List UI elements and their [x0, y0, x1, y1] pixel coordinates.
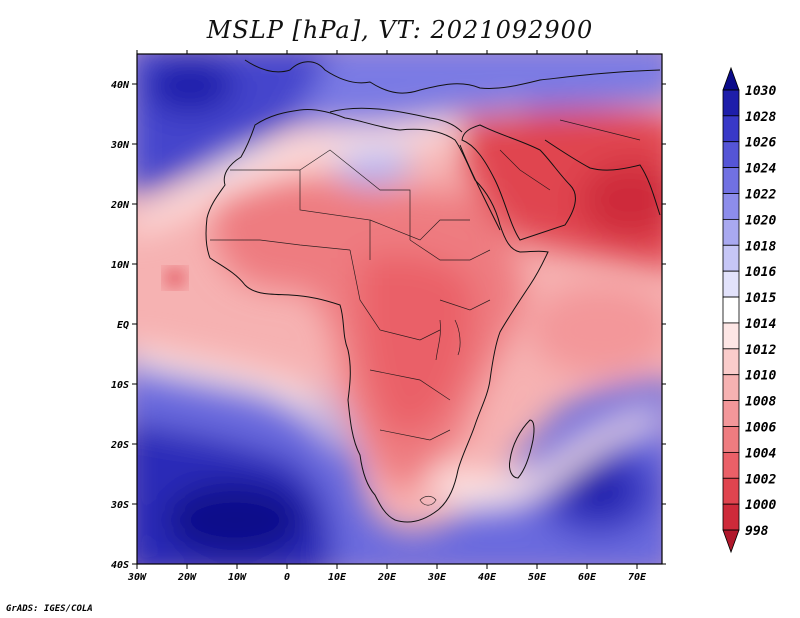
field-central-africa-low [360, 255, 474, 434]
y-tick-label: 40S [111, 560, 129, 571]
colorbar-box [722, 477, 740, 505]
red-sea-coastline [459, 144, 501, 231]
colorbar-label: 1022 [745, 188, 776, 203]
colorbar-label: 1014 [745, 317, 776, 332]
persian-gulf-coastline [544, 139, 661, 216]
y-tick-label: EQ [117, 320, 129, 331]
field-north-transition [137, 105, 520, 234]
x-tick-label: 20W [177, 572, 197, 583]
colorbar-max-arrow [722, 66, 740, 91]
y-tick-label: 20N [110, 200, 130, 211]
colorbar-label: 1016 [745, 265, 776, 280]
colorbar-box [722, 218, 740, 246]
colorbar-label: 1028 [745, 110, 776, 125]
colorbar-label: 1012 [745, 343, 776, 358]
pressure-field [137, 54, 662, 564]
border [435, 319, 441, 361]
border [369, 219, 470, 241]
x-tick-label: 20E [377, 572, 397, 583]
field-azores-core [145, 57, 235, 113]
colorbar-label: 1008 [745, 395, 776, 410]
colorbar-box [722, 400, 740, 427]
chart-title: MSLP [hPa], VT: 2021092900 [206, 16, 594, 44]
country-borders [210, 119, 641, 506]
colorbar-box [722, 167, 740, 194]
colorbar-box [722, 348, 740, 376]
border [454, 319, 461, 356]
colorbar-box [722, 244, 740, 272]
y-axis: 40S 30S 20S 10S EQ 10N 20N 30N 40N [110, 80, 666, 571]
field-south-atlantic-core [165, 482, 305, 558]
colorbar-label: 1015 [745, 291, 776, 306]
colorbar-box [722, 115, 740, 143]
border [559, 119, 641, 141]
border [409, 239, 491, 261]
field-indian-ocean [530, 285, 662, 375]
colorbar-label: 1020 [745, 213, 776, 228]
colorbar-box [722, 89, 740, 117]
colorbar-box [722, 451, 740, 479]
field-mascarene-core [566, 466, 630, 514]
colorbar-label: 1002 [745, 472, 776, 487]
colorbar-box [722, 296, 740, 324]
plot-frame [136, 53, 663, 565]
y-tick-label: 20S [110, 440, 129, 451]
border [230, 169, 371, 260]
border [369, 369, 451, 401]
border [419, 495, 437, 506]
africa-coastline [205, 109, 549, 523]
x-tick-label: 10W [228, 572, 247, 583]
border [499, 149, 551, 191]
x-tick-label: 0 [284, 572, 290, 583]
border [379, 429, 451, 441]
field-south-transition [137, 346, 345, 455]
x-tick-label: 10E [328, 572, 347, 583]
border [299, 149, 411, 240]
field-tropical-low [165, 269, 185, 287]
x-axis: 30W 20W 10W 0 10E 20E 30E 40E 50E 60E 70E [127, 50, 647, 583]
colorbar-label: 1004 [745, 446, 776, 461]
colorbar-label: 1010 [745, 369, 776, 384]
x-tick-label: 40E [478, 572, 497, 583]
colorbar-label: 1030 [745, 84, 776, 99]
colorbar-box [722, 193, 740, 220]
x-tick-label: 70E [628, 572, 647, 583]
colorbar-box [722, 322, 740, 350]
field-persian-low-core [580, 162, 662, 238]
x-tick-label: 50E [528, 572, 547, 583]
colorbar-label: 1006 [745, 421, 776, 436]
coastlines [205, 59, 661, 523]
colorbar-box [722, 270, 740, 298]
colorbar-box [722, 374, 740, 402]
y-tick-label: 10N [111, 260, 130, 271]
colorbar-box [722, 141, 740, 169]
arabia-coastline [461, 124, 576, 241]
y-tick-label: 30S [110, 500, 129, 511]
europe-coastline [244, 59, 661, 94]
colorbar-label: 1026 [745, 136, 776, 151]
colorbar-label: 998 [745, 524, 769, 539]
madagascar-coastline [509, 419, 535, 479]
colorbar-label: 1000 [745, 498, 776, 513]
y-tick-label: 10S [111, 380, 129, 391]
x-tick-label: 60E [578, 572, 597, 583]
grads-credit: GrADS: IGES/COLA [6, 604, 93, 614]
colorbar-label: 1018 [745, 239, 776, 254]
mediterranean-coastline [329, 107, 463, 133]
border [210, 239, 351, 251]
border [439, 299, 491, 311]
border [349, 249, 441, 341]
colorbar-min-arrow [722, 529, 740, 554]
colorbar-box [722, 503, 740, 531]
x-tick-label: 30E [427, 572, 447, 583]
field-agulhas-transition [430, 410, 660, 507]
colorbar-box [722, 426, 740, 453]
y-tick-label: 30N [110, 140, 130, 151]
colorbar-label: 1024 [745, 162, 776, 177]
y-tick-label: 40N [111, 80, 130, 91]
colorbar: 1030 1028 1026 1024 1022 1020 1018 1016 1015 1014… [722, 66, 776, 554]
x-tick-label: 30W [127, 572, 147, 583]
